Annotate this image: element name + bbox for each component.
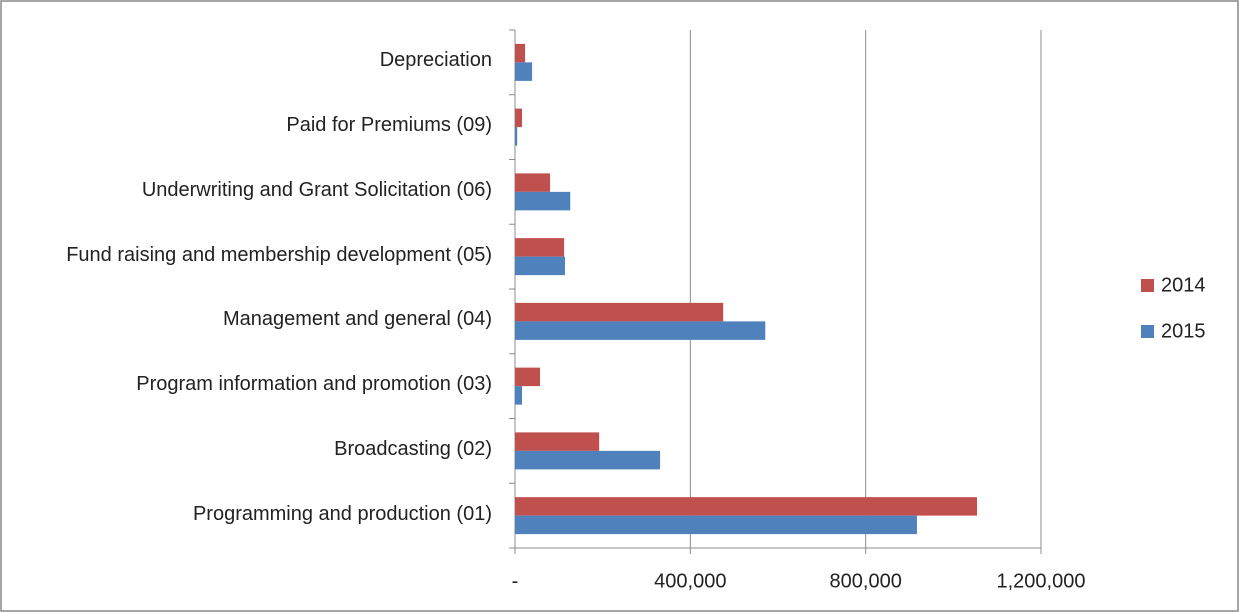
legend-label: 2014 xyxy=(1161,274,1206,296)
bar xyxy=(515,386,523,405)
y-tick-label-box: Broadcasting (02) xyxy=(10,436,492,462)
bar xyxy=(515,367,540,387)
bar xyxy=(515,62,533,81)
bar xyxy=(515,191,571,211)
y-tick-label: Programming and production (01) xyxy=(192,502,492,525)
bar xyxy=(515,321,766,340)
bar xyxy=(515,256,565,276)
x-tick-label: - xyxy=(512,570,519,592)
x-tick-label: 800,000 xyxy=(830,570,902,592)
y-tick-label-box: Management and general (04) xyxy=(10,306,492,332)
y-tick-label: Depreciation xyxy=(379,49,492,72)
legend-swatch xyxy=(1141,279,1154,292)
bar xyxy=(515,127,518,146)
y-tick-label-box: Program information and promotion (03) xyxy=(10,371,492,397)
y-tick-label: Program information and promotion (03) xyxy=(136,373,492,396)
legend-label: 2015 xyxy=(1161,320,1206,342)
bar xyxy=(515,497,978,516)
bar xyxy=(515,43,526,63)
bar xyxy=(515,515,917,535)
bar xyxy=(515,432,600,451)
bar xyxy=(515,173,551,192)
y-tick-label: Paid for Premiums (09) xyxy=(286,114,492,137)
bar xyxy=(515,238,565,257)
bar xyxy=(515,450,661,470)
y-tick-label-box: Fund raising and membership development … xyxy=(10,242,492,268)
y-tick-label: Underwriting and Grant Solicitation (06) xyxy=(141,178,492,201)
y-tick-label-box: Depreciation xyxy=(10,47,492,73)
x-tick-label: 1,200,000 xyxy=(997,570,1086,592)
y-tick-label: Broadcasting (02) xyxy=(334,437,492,460)
y-tick-label-box: Underwriting and Grant Solicitation (06) xyxy=(10,177,492,203)
y-tick-label: Management and general (04) xyxy=(222,308,492,331)
legend-swatch xyxy=(1141,325,1154,338)
x-tick-label: 400,000 xyxy=(654,570,726,592)
y-tick-label: Fund raising and membership development … xyxy=(66,243,492,266)
y-tick-label-box: Paid for Premiums (09) xyxy=(10,112,492,138)
y-tick-label-box: Programming and production (01) xyxy=(10,501,492,527)
bar xyxy=(515,108,523,128)
bar xyxy=(515,302,724,322)
